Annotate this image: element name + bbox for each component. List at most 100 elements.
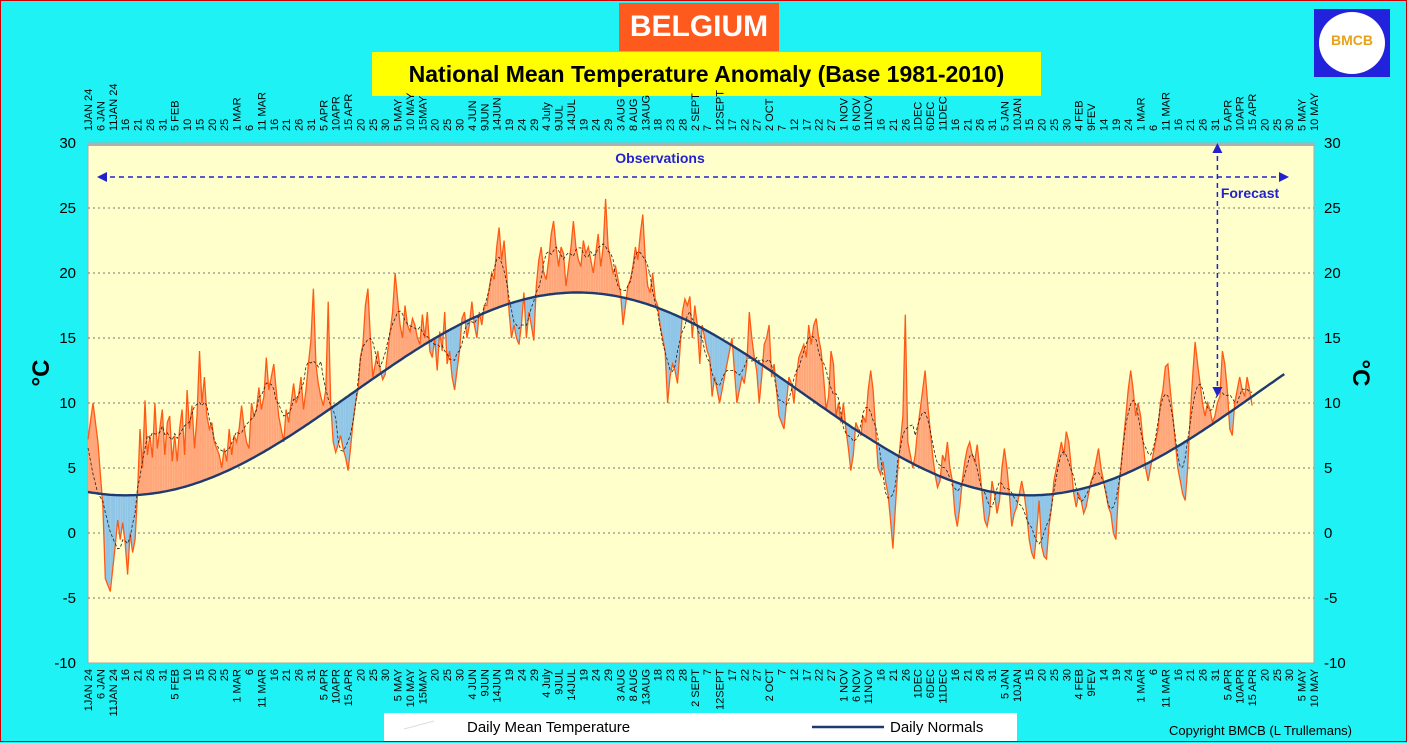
x-tick-label-bottom: 19 [1111,669,1123,681]
x-tick-label-bottom: 20 [430,669,442,681]
x-tick-label-bottom: 5 APR [1222,669,1234,700]
x-tick-label-bottom: 14 [1099,669,1111,681]
x-tick-label-top: 31 [306,119,318,131]
x-tick-label-bottom: 25 [219,669,231,681]
x-tick-label-top: 11 MAR [1160,92,1172,131]
x-tick-label-top: 10 MAY [1309,92,1321,131]
x-tick-label-bottom: 10 [182,669,194,681]
x-tick-label-bottom: 5 JAN [999,669,1011,699]
x-tick-label-bottom: 19 [578,669,590,681]
x-tick-label-top: 7 [702,125,714,131]
x-tick-label-top: 11JAN 24 [108,84,120,132]
x-tick-label-bottom: 29 [603,669,615,681]
x-tick-label-top: 4 FEB [1074,100,1086,131]
x-tick-label-bottom: 30 [1284,669,1296,681]
x-tick-label-bottom: 25 [442,669,454,681]
x-tick-label-bottom: 24 [1123,669,1135,681]
x-tick-label-bottom: 15 [1024,669,1036,681]
x-tick-label-top: 12 [789,119,801,131]
x-tick-label-bottom: 14JUN [492,669,504,703]
x-tick-label-bottom: 4 July [541,669,553,698]
y-tick-label-right: 20 [1324,265,1341,282]
x-tick-label-top: 27 [752,119,764,131]
x-tick-label-bottom: 7 [777,669,789,675]
x-tick-label-top: 27 [826,119,838,131]
x-tick-label-top: 10JAN [1012,98,1024,131]
x-tick-label-bottom: 5 MAY [1297,668,1309,701]
x-tick-label-bottom: 9JUL [554,669,566,695]
x-tick-label-bottom: 1JAN 24 [83,669,95,711]
x-tick-label-top: 6 [1148,125,1160,131]
x-tick-label-bottom: 20 [355,669,367,681]
x-tick-label-bottom: 5 APR [318,669,330,700]
x-tick-label-top: 30 [380,119,392,131]
x-tick-label-bottom: 16 [269,669,281,681]
y-tick-label-right: -10 [1324,655,1346,672]
x-tick-label-top: 20 [355,119,367,131]
x-tick-label-top: 16 [1173,119,1185,131]
x-tick-label-top: 15 [195,119,207,131]
y-tick-label-left: 0 [68,525,76,542]
y-tick-label-left: 25 [59,200,76,217]
x-tick-label-top: 5 MAY [1297,98,1309,131]
x-tick-label-top: 16 [269,119,281,131]
x-tick-label-bottom: 12SEPT [715,669,727,710]
x-tick-label-bottom: 11JAN 24 [108,669,120,717]
anomaly-area [1113,478,1115,540]
x-tick-label-top: 1JAN 24 [83,89,95,131]
x-tick-label-top: 10 [182,119,194,131]
x-tick-label-bottom: 12 [789,669,801,681]
x-tick-label-top: 1 MAR [232,97,244,131]
x-tick-label-bottom: 16 [1173,669,1185,681]
x-tick-label-top: 1DEC [913,102,925,131]
x-tick-label-top: 4 JUN [467,100,479,131]
x-tick-label-bottom: 30 [1061,669,1073,681]
x-tick-label-top: 16 [876,119,888,131]
x-tick-label-bottom: 30 [380,669,392,681]
x-tick-label-top: 20 [1260,119,1272,131]
x-tick-label-bottom: 4 JUN [467,669,479,700]
x-tick-label-top: 20 [207,119,219,131]
anomaly-area [1165,364,1167,454]
x-tick-label-bottom: 25 [1272,669,1284,681]
x-tick-label-bottom: 28 [677,669,689,681]
x-tick-label-top: 26 [975,119,987,131]
x-tick-label-top: 20 [430,119,442,131]
legend: Daily Mean Temperature Daily Normals [384,713,1017,741]
y-axis-label-left: °C [28,360,55,387]
x-tick-label-bottom: 11NOV [863,668,875,704]
x-tick-label-top: 25 [442,119,454,131]
x-tick-label-top: 15 APR [343,94,355,131]
x-tick-label-bottom: 26 [975,669,987,681]
y-tick-label-left: 5 [68,460,76,477]
x-tick-label-top: 16 [950,119,962,131]
x-tick-label-bottom: 25 [1049,669,1061,681]
x-tick-label-bottom: 6 JAN [95,669,107,699]
x-tick-label-top: 26 [900,119,912,131]
x-tick-label-bottom: 1DEC [913,669,925,698]
y-tick-label-left: 30 [59,135,76,152]
anomaly-area [1183,442,1185,501]
x-tick-label-bottom: 8 AUG [628,669,640,701]
x-tick-label-top: 30 [1061,119,1073,131]
x-tick-label-bottom: 10APR [1235,669,1247,704]
anomaly-area [673,314,675,371]
x-tick-label-bottom: 24 [516,669,528,681]
x-tick-label-top: 22 [814,119,826,131]
x-tick-label-bottom: 16 [950,669,962,681]
x-tick-label-top: 30 [455,119,467,131]
x-tick-label-top: 31 [157,119,169,131]
x-tick-label-top: 5 JAN [999,101,1011,131]
anomaly-area [209,423,211,479]
x-tick-label-top: 8 AUG [628,99,640,131]
y-tick-label-right: 0 [1324,525,1332,542]
x-tick-label-top: 24 [516,119,528,131]
x-tick-label-bottom: 1 MAR [232,669,244,703]
x-tick-label-bottom: 21 [281,669,293,681]
x-tick-label-bottom: 15 APR [1247,669,1259,706]
x-tick-label-bottom: 21 [133,669,145,681]
anomaly-area [1044,495,1046,559]
x-tick-label-bottom: 26 [294,669,306,681]
x-tick-label-top: 5 APR [318,100,330,131]
